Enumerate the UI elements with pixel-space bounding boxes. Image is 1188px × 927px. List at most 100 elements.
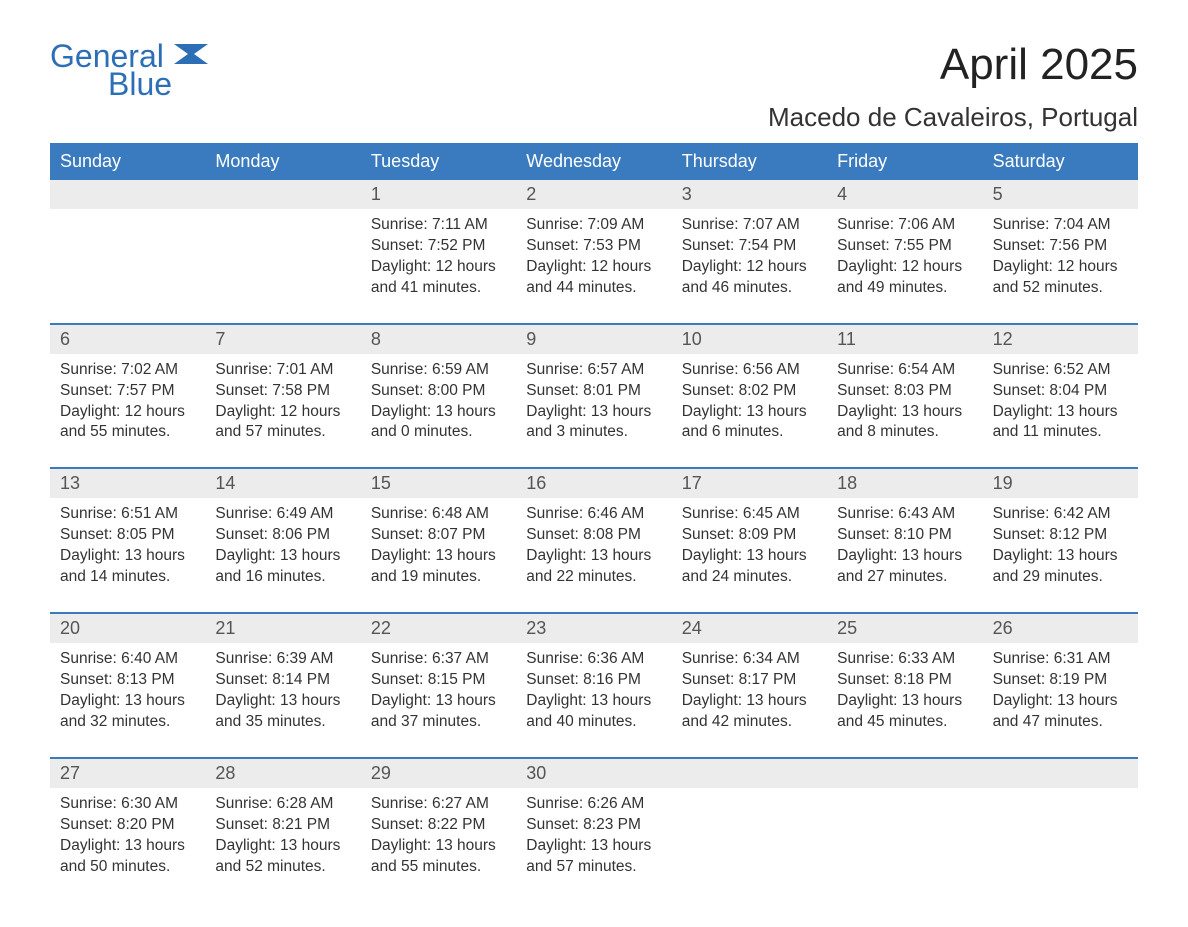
day-number: 12 — [983, 325, 1138, 354]
day-number: 10 — [672, 325, 827, 354]
daylight-line-1: Daylight: 13 hours — [993, 402, 1128, 423]
daylight-line-1: Daylight: 13 hours — [371, 691, 506, 712]
weeks-container: 12345Sunrise: 7:11 AMSunset: 7:52 PMDayl… — [50, 180, 1138, 887]
sunset-line: Sunset: 7:56 PM — [993, 236, 1128, 257]
daylight-line-2: and 24 minutes. — [682, 567, 817, 588]
day-cell: Sunrise: 6:30 AMSunset: 8:20 PMDaylight:… — [50, 788, 205, 888]
day-cell: Sunrise: 6:57 AMSunset: 8:01 PMDaylight:… — [516, 354, 671, 454]
day-cell: Sunrise: 7:04 AMSunset: 7:56 PMDaylight:… — [983, 209, 1138, 309]
daylight-line-2: and 45 minutes. — [837, 712, 972, 733]
sunset-line: Sunset: 8:23 PM — [526, 815, 661, 836]
day-number: 20 — [50, 614, 205, 643]
daylight-line-2: and 55 minutes. — [60, 422, 195, 443]
sunrise-line: Sunrise: 6:26 AM — [526, 794, 661, 815]
sunrise-line: Sunrise: 7:11 AM — [371, 215, 506, 236]
sunset-line: Sunset: 8:22 PM — [371, 815, 506, 836]
day-cell: Sunrise: 7:11 AMSunset: 7:52 PMDaylight:… — [361, 209, 516, 309]
day-number: 1 — [361, 180, 516, 209]
daylight-line-1: Daylight: 13 hours — [526, 402, 661, 423]
daylight-line-2: and 42 minutes. — [682, 712, 817, 733]
sunrise-line: Sunrise: 7:01 AM — [215, 360, 350, 381]
sunset-line: Sunset: 7:54 PM — [682, 236, 817, 257]
sunrise-line: Sunrise: 6:43 AM — [837, 504, 972, 525]
day-number — [205, 180, 360, 209]
day-number-row: 27282930 — [50, 759, 1138, 788]
daylight-line-1: Daylight: 12 hours — [371, 257, 506, 278]
day-number: 18 — [827, 469, 982, 498]
day-cell — [672, 788, 827, 888]
title-block: April 2025 Macedo de Cavaleiros, Portuga… — [768, 40, 1138, 133]
day-cell: Sunrise: 6:43 AMSunset: 8:10 PMDaylight:… — [827, 498, 982, 598]
sunrise-line: Sunrise: 6:48 AM — [371, 504, 506, 525]
sunset-line: Sunset: 8:20 PM — [60, 815, 195, 836]
daylight-line-1: Daylight: 13 hours — [60, 546, 195, 567]
daylight-line-2: and 49 minutes. — [837, 278, 972, 299]
daylight-line-2: and 44 minutes. — [526, 278, 661, 299]
day-cell: Sunrise: 6:31 AMSunset: 8:19 PMDaylight:… — [983, 643, 1138, 743]
sunset-line: Sunset: 8:18 PM — [837, 670, 972, 691]
daylight-line-2: and 55 minutes. — [371, 857, 506, 878]
day-number: 28 — [205, 759, 360, 788]
daylight-line-1: Daylight: 13 hours — [682, 546, 817, 567]
sunrise-line: Sunrise: 7:07 AM — [682, 215, 817, 236]
day-cell — [50, 209, 205, 309]
day-number-row: 12345 — [50, 180, 1138, 209]
daylight-line-2: and 3 minutes. — [526, 422, 661, 443]
daylight-line-1: Daylight: 12 hours — [526, 257, 661, 278]
day-cell: Sunrise: 6:28 AMSunset: 8:21 PMDaylight:… — [205, 788, 360, 888]
day-number: 26 — [983, 614, 1138, 643]
weekday-header: Wednesday — [516, 143, 671, 180]
day-number: 6 — [50, 325, 205, 354]
sunset-line: Sunset: 8:12 PM — [993, 525, 1128, 546]
sunrise-line: Sunrise: 6:59 AM — [371, 360, 506, 381]
day-number — [827, 759, 982, 788]
day-cell: Sunrise: 6:52 AMSunset: 8:04 PMDaylight:… — [983, 354, 1138, 454]
daylight-line-2: and 22 minutes. — [526, 567, 661, 588]
daylight-line-2: and 35 minutes. — [215, 712, 350, 733]
day-number — [672, 759, 827, 788]
daylight-line-1: Daylight: 12 hours — [60, 402, 195, 423]
sunrise-line: Sunrise: 6:37 AM — [371, 649, 506, 670]
day-number: 5 — [983, 180, 1138, 209]
daylight-line-2: and 41 minutes. — [371, 278, 506, 299]
sunrise-line: Sunrise: 6:33 AM — [837, 649, 972, 670]
day-number: 30 — [516, 759, 671, 788]
sunset-line: Sunset: 8:08 PM — [526, 525, 661, 546]
daylight-line-1: Daylight: 13 hours — [215, 546, 350, 567]
day-cell: Sunrise: 7:09 AMSunset: 7:53 PMDaylight:… — [516, 209, 671, 309]
sunrise-line: Sunrise: 6:27 AM — [371, 794, 506, 815]
day-cell: Sunrise: 6:59 AMSunset: 8:00 PMDaylight:… — [361, 354, 516, 454]
day-number: 23 — [516, 614, 671, 643]
sunrise-line: Sunrise: 7:06 AM — [837, 215, 972, 236]
day-cell — [205, 209, 360, 309]
day-cell: Sunrise: 7:07 AMSunset: 7:54 PMDaylight:… — [672, 209, 827, 309]
daylight-line-1: Daylight: 12 hours — [837, 257, 972, 278]
sunrise-line: Sunrise: 7:09 AM — [526, 215, 661, 236]
sunrise-line: Sunrise: 6:54 AM — [837, 360, 972, 381]
daylight-line-2: and 40 minutes. — [526, 712, 661, 733]
day-cell: Sunrise: 6:56 AMSunset: 8:02 PMDaylight:… — [672, 354, 827, 454]
sunset-line: Sunset: 7:52 PM — [371, 236, 506, 257]
day-number: 16 — [516, 469, 671, 498]
day-cell: Sunrise: 6:49 AMSunset: 8:06 PMDaylight:… — [205, 498, 360, 598]
day-cell: Sunrise: 6:39 AMSunset: 8:14 PMDaylight:… — [205, 643, 360, 743]
daylight-line-1: Daylight: 13 hours — [837, 691, 972, 712]
sunset-line: Sunset: 8:05 PM — [60, 525, 195, 546]
daylight-line-2: and 57 minutes. — [526, 857, 661, 878]
daylight-line-1: Daylight: 13 hours — [837, 546, 972, 567]
day-number: 19 — [983, 469, 1138, 498]
sunset-line: Sunset: 8:19 PM — [993, 670, 1128, 691]
day-cell: Sunrise: 6:46 AMSunset: 8:08 PMDaylight:… — [516, 498, 671, 598]
day-number: 29 — [361, 759, 516, 788]
daylight-line-1: Daylight: 13 hours — [526, 546, 661, 567]
sunrise-line: Sunrise: 6:56 AM — [682, 360, 817, 381]
day-cell: Sunrise: 6:26 AMSunset: 8:23 PMDaylight:… — [516, 788, 671, 888]
sunset-line: Sunset: 8:09 PM — [682, 525, 817, 546]
daylight-line-2: and 37 minutes. — [371, 712, 506, 733]
daylight-line-1: Daylight: 13 hours — [60, 836, 195, 857]
daylight-line-1: Daylight: 13 hours — [526, 836, 661, 857]
daylight-line-2: and 27 minutes. — [837, 567, 972, 588]
day-cell: Sunrise: 6:54 AMSunset: 8:03 PMDaylight:… — [827, 354, 982, 454]
day-cell: Sunrise: 7:06 AMSunset: 7:55 PMDaylight:… — [827, 209, 982, 309]
day-number: 2 — [516, 180, 671, 209]
